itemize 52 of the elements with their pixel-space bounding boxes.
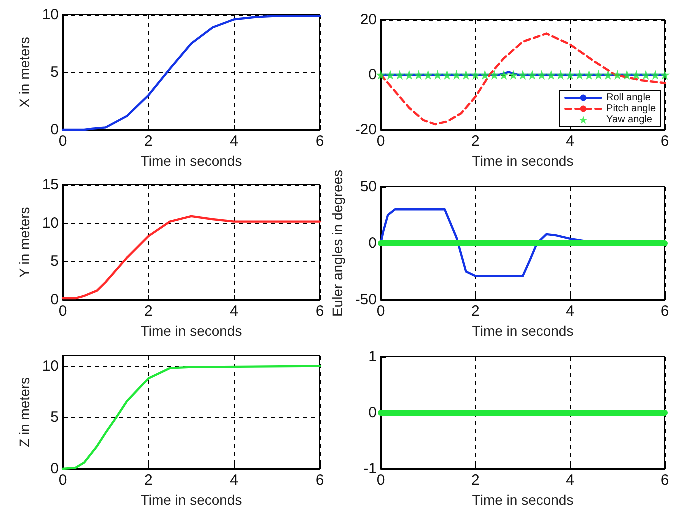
x-tick-label: 6 [660,303,670,320]
legend-label: Yaw angle [606,114,653,126]
x-tick-label: 4 [566,303,575,320]
x-tick-label: 6 [316,133,324,150]
y-tick-label: 1 [368,348,377,366]
y-tick-label: 0 [50,460,59,478]
y-tick-label: 15 [42,176,59,194]
x-tick-label: 4 [230,133,239,150]
y-tick-label: 5 [50,253,59,270]
x-tick-label: 4 [230,472,239,489]
x-tick-label: 6 [316,472,324,489]
x-tick-label: 4 [566,472,575,489]
y-tick-label: 20 [360,12,377,28]
line-series [380,208,586,278]
y-axis-title: X in meters [16,37,32,108]
y-tick-label: 0 [368,404,377,422]
x-tick-label: 6 [660,133,670,150]
y-tick-label: 0 [368,235,377,252]
y-axis-title: Euler angles in degrees [329,170,346,318]
y-tick-label: -1 [364,460,377,478]
x-tick-label: 2 [144,133,153,150]
x-tick-label: 2 [144,303,153,320]
y-tick-label: 5 [50,64,59,81]
y-tick-label: 0 [368,66,377,84]
x-tick-label: 2 [144,472,153,489]
y-tick-label: -50 [355,292,377,308]
x-tick-label: 6 [316,303,324,320]
x-axis-title: Time in seconds [140,152,242,169]
y-tick-label: -20 [355,122,377,138]
x-tick-label: 4 [566,133,575,150]
x-tick-label: 2 [471,472,480,489]
y-axis-title: Z in meters [16,377,32,448]
x-axis-title: Time in seconds [472,152,574,169]
y-tick-label: 50 [360,178,377,196]
legend-label: Roll angle [606,92,652,104]
x-tick-label: 2 [471,303,480,320]
y-tick-label: 5 [50,409,59,426]
x-tick-label: 2 [471,133,480,150]
x-axis-title: Time in seconds [472,322,574,339]
legend-label: Pitch angle [606,104,656,114]
y-tick-label: 0 [50,292,59,308]
x-axis-title: Time in seconds [140,322,242,339]
x-axis-title: Time in seconds [472,492,574,508]
y-tick-label: 10 [42,214,59,232]
y-axis-title: Y in meters [16,207,32,278]
line-series [62,15,322,132]
y-tick-label: 10 [42,6,59,24]
x-axis-title: Time in seconds [140,492,242,508]
x-tick-label: 4 [230,303,239,320]
y-tick-label: 0 [50,122,59,138]
y-tick-label: 10 [42,358,59,375]
x-tick-label: 6 [660,472,670,489]
